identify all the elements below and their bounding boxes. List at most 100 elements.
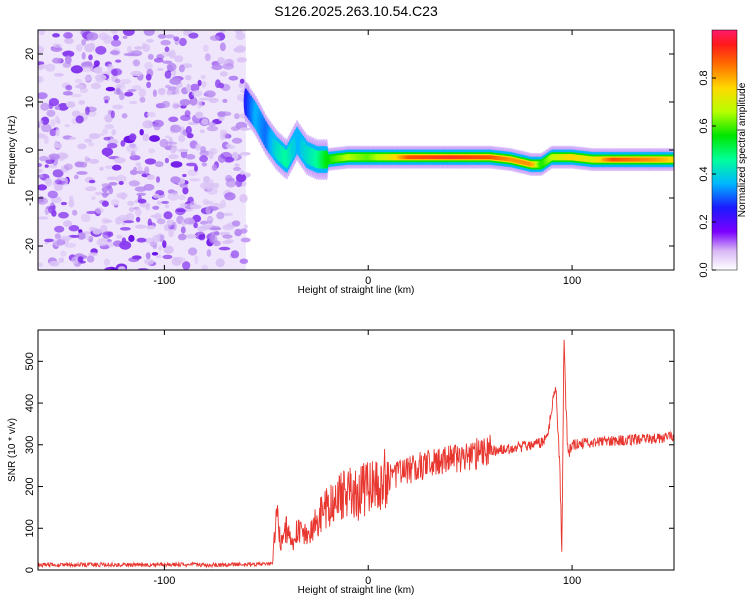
noise-blob <box>148 148 156 154</box>
snr-y-ticks: 0 100 200 300 400 500 <box>24 352 674 573</box>
noise-blob <box>194 164 198 172</box>
noise-blob <box>239 258 249 264</box>
noise-blob <box>115 217 122 225</box>
noise-blob <box>184 75 192 81</box>
noise-blob <box>134 199 139 204</box>
noise-blob <box>120 140 126 147</box>
noise-blob <box>63 163 73 171</box>
noise-blob <box>175 87 180 95</box>
noise-blob <box>126 144 138 153</box>
noise-blob <box>167 192 180 201</box>
noise-blob <box>64 55 72 65</box>
noise-blob <box>38 133 46 139</box>
noise-blob <box>163 224 171 230</box>
noise-blob <box>188 32 199 39</box>
noise-blob <box>93 60 100 67</box>
noise-blob <box>77 232 86 240</box>
noise-blob <box>197 100 203 109</box>
noise-blob <box>231 137 243 144</box>
noise-blob <box>79 87 89 94</box>
noise-blob <box>49 128 57 137</box>
noise-blob <box>211 225 221 230</box>
noise-blob <box>206 217 214 221</box>
noise-blob <box>52 169 64 178</box>
noise-blob <box>54 225 65 233</box>
noise-blob <box>178 134 186 143</box>
noise-blob <box>155 254 162 259</box>
noise-blob <box>146 174 155 181</box>
x-tick-label: -100 <box>153 275 175 287</box>
noise-blob <box>142 120 154 129</box>
noise-blob <box>202 198 209 206</box>
noise-blob <box>38 196 45 203</box>
noise-blob <box>38 119 44 127</box>
noise-blob <box>128 180 140 187</box>
noise-blob <box>108 182 118 186</box>
noise-blob <box>104 148 110 158</box>
noise-blob <box>103 95 110 102</box>
snr-x-axis-label: Height of straight line (km) <box>298 585 415 596</box>
noise-blob <box>38 64 48 69</box>
noise-blob <box>84 75 91 82</box>
noise-blob <box>172 221 177 231</box>
noise-blob <box>220 151 232 160</box>
x-tick-label: 100 <box>563 575 581 587</box>
snr-panel: -100 0 100 0 100 200 300 400 500 Height of stra… <box>7 329 675 596</box>
spectrogram-ridge <box>243 81 674 181</box>
noise-blob <box>68 199 75 208</box>
noise-blob <box>99 133 105 137</box>
noise-blob <box>217 59 229 65</box>
noise-blob <box>164 70 172 79</box>
y-tick-label: 0 <box>24 147 36 153</box>
noise-blob <box>152 234 161 243</box>
colorbar-gradient <box>711 29 738 271</box>
spectrogram-x-ticks: -100 0 100 <box>153 30 581 287</box>
noise-blob <box>165 135 171 139</box>
noise-blob <box>225 143 232 149</box>
noise-blob <box>60 250 67 257</box>
noise-blob <box>84 43 94 53</box>
noise-blob <box>134 46 143 50</box>
noise-blob <box>44 238 55 243</box>
noise-blob <box>55 115 60 123</box>
noise-blob <box>64 242 77 248</box>
noise-blob <box>160 39 171 46</box>
noise-blob <box>222 63 234 70</box>
noise-blob <box>194 255 199 265</box>
noise-blob <box>239 228 248 234</box>
ridge-cell <box>291 137 296 156</box>
noise-blob <box>178 194 186 201</box>
noise-blob <box>73 174 79 180</box>
y-tick-label: -20 <box>24 238 36 254</box>
noise-blob <box>38 174 44 178</box>
noise-blob <box>219 42 226 52</box>
spectrogram-x-axis-label: Height of straight line (km) <box>298 285 415 296</box>
ridge-cell <box>530 162 535 167</box>
noise-blob <box>84 155 90 164</box>
noise-blob <box>144 258 154 265</box>
noise-blob <box>50 119 56 127</box>
noise-blob <box>231 151 239 161</box>
noise-blob <box>135 162 142 167</box>
noise-blob <box>198 97 210 101</box>
noise-blob <box>225 179 237 188</box>
noise-blob <box>159 138 169 148</box>
y-tick-label: 100 <box>24 519 36 537</box>
y-tick-label: 0 <box>24 567 36 573</box>
noise-blob <box>220 199 227 209</box>
noise-blob <box>88 179 96 184</box>
noise-blob <box>151 252 159 256</box>
noise-blob <box>173 36 180 42</box>
noise-blob <box>118 181 124 185</box>
y-tick-label: 500 <box>24 352 36 370</box>
noise-blob <box>110 30 119 35</box>
noise-blob <box>240 237 251 243</box>
noise-blob <box>54 233 61 240</box>
noise-blob <box>184 110 191 118</box>
noise-blob <box>144 158 156 165</box>
noise-blob <box>136 237 147 243</box>
noise-blob <box>92 228 102 235</box>
noise-blob <box>204 53 211 62</box>
noise-blob <box>62 91 73 96</box>
noise-blob <box>222 234 233 239</box>
